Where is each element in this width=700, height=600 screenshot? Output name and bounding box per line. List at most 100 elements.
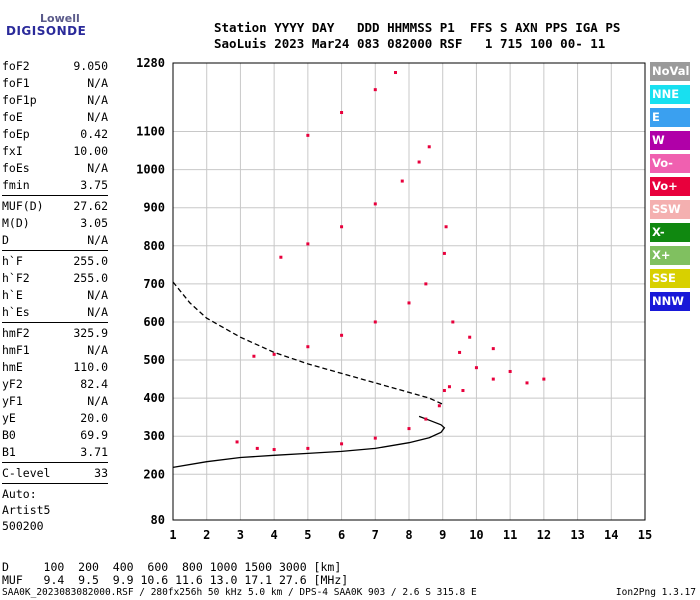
param-value: N/A [87,93,108,107]
param-key: M(D) [2,216,30,230]
echo-point [458,350,462,354]
echo-point [474,366,478,370]
param-row-fof1p: foF1p N/A [2,92,108,109]
echo-point [306,133,310,137]
param-key: foEs [2,161,30,175]
param-row-foep: foEp 0.42 [2,126,108,143]
echo-point [407,427,411,431]
legend-item-vo: Vo- [650,154,690,173]
param-row-hmf1: hmF1 N/A [2,342,108,359]
y-tick-label: 80 [151,513,165,527]
echo-point [373,202,377,206]
echo-point [235,440,239,444]
param-value: 255.0 [73,271,108,285]
auto-artist: Artist5 [2,503,51,517]
param-value: 3.71 [80,445,108,459]
param-value: 3.75 [80,178,108,192]
echo-point [424,417,428,421]
echo-point [272,352,276,356]
logo-lowell: Lowell [40,12,80,25]
param-value: 20.0 [80,411,108,425]
param-row-hf: h`F 255.0 [2,253,108,270]
echo-point [542,377,546,381]
x-tick-label: 9 [439,528,446,542]
x-tick-label: 14 [604,528,618,542]
param-value: 325.9 [73,326,108,340]
echo-point [340,442,344,446]
param-value: 3.05 [80,216,108,230]
param-value: N/A [87,305,108,319]
param-value: 110.0 [73,360,108,374]
y-tick-label: 1000 [136,163,165,177]
param-group-4: hmF2 325.9 hmF1 N/A hmE 110.0 yF2 82.4 yF1 N/A yE 2… [2,325,108,461]
y-tick-label: 400 [143,391,165,405]
echo-point [424,282,428,286]
echo-point [252,354,256,358]
echo-point [444,225,448,229]
param-key: h`E [2,288,23,302]
distance-row: D 100 200 400 600 800 1000 1500 3000 [km… [2,560,342,574]
param-value: 82.4 [80,377,108,391]
auto-code: 500200 [2,519,44,533]
x-tick-label: 15 [638,528,652,542]
legend-item-e: E [650,108,690,127]
param-key: h`Es [2,305,30,319]
echo-point [508,369,512,373]
echo-point [373,320,377,324]
param-value: N/A [87,161,108,175]
legend-item-x: X+ [650,246,690,265]
param-row-md: M(D) 3.05 [2,215,108,232]
param-row-hme: hmE 110.0 [2,359,108,376]
param-value: 9.050 [73,59,108,73]
param-key: fxI [2,144,23,158]
param-value: 10.00 [73,144,108,158]
param-row-foes: foEs N/A [2,160,108,177]
legend-item-w: W [650,131,690,150]
y-tick-label: 1280 [136,56,165,70]
param-key: yE [2,411,16,425]
auto-label: Auto: [2,487,37,501]
y-tick-label: 700 [143,277,165,291]
echo-point [340,333,344,337]
echo-point [394,71,398,75]
legend: NoVal NNE E W Vo- Vo+ SSW X- X+ SSE NNW [650,62,690,315]
legend-item-vo: Vo+ [650,177,690,196]
param-key: h`F [2,254,23,268]
param-key: hmF1 [2,343,30,357]
header-labels: Station YYYY DAY DDD HHMMSS P1 FFS S AXN… [214,20,621,35]
y-tick-label: 800 [143,239,165,253]
param-row-hes: h`Es N/A [2,304,108,321]
param-group-1: foF2 9.050 foF1 N/A foF1p N/A foE N/A foEp 0.42 fx… [2,58,108,194]
echo-point [468,335,472,339]
echo-point [451,320,455,324]
echo-point [340,225,344,229]
x-tick-label: 2 [203,528,210,542]
legend-item-sse: SSE [650,269,690,288]
echo-point [373,436,377,440]
echo-point [491,347,495,351]
echo-point [417,160,421,164]
y-tick-label: 1100 [136,125,165,139]
param-row-fxi: fxI 10.00 [2,143,108,160]
param-row-ye: yE 20.0 [2,410,108,427]
param-key: h`F2 [2,271,30,285]
param-value: N/A [87,110,108,124]
param-group-2: MUF(D) 27.62 M(D) 3.05 D N/A [2,198,108,249]
param-key: foF2 [2,59,30,73]
echo-point [447,385,451,389]
param-row-yf2: yF2 82.4 [2,376,108,393]
param-value: N/A [87,288,108,302]
y-tick-label: 600 [143,315,165,329]
plot-frame [172,62,646,521]
param-row-b1: B1 3.71 [2,444,108,461]
echo-point [442,251,446,255]
param-row-clevel: C-level 33 [2,465,108,482]
x-tick-label: 10 [469,528,483,542]
param-value: 69.9 [80,428,108,442]
param-key: yF2 [2,377,23,391]
param-value: N/A [87,343,108,357]
echo-point [437,404,441,408]
param-key: foE [2,110,23,124]
echo-point [272,448,276,452]
echo-point [400,179,404,183]
